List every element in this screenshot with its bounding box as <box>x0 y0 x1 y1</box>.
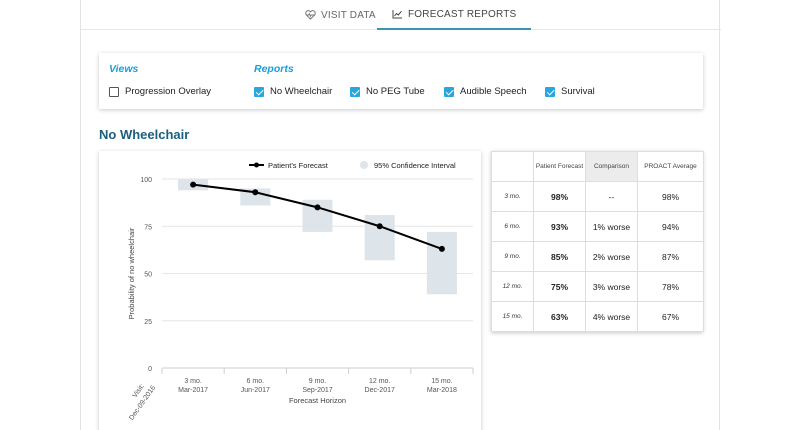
y-tick-label: 75 <box>144 224 152 231</box>
table-row: 9 mo. 85% 2% worse 87% <box>491 241 704 272</box>
table-header-proact-average: PROACT Average <box>637 151 704 182</box>
y-axis-label: Probability of no wheelchair <box>127 227 136 319</box>
forecast-point <box>190 181 197 188</box>
table-row: 12 mo. 75% 3% worse 78% <box>491 271 704 302</box>
patient-forecast-cell: 63% <box>533 301 586 332</box>
legend-ci-swatch-icon <box>360 161 368 169</box>
checkbox-box[interactable] <box>109 86 119 97</box>
forecast-chart: 0 25 50 75 100 Probability of no wheelchair 3 … <box>127 161 474 422</box>
x-tick-date: Mar-2018 <box>427 387 457 394</box>
checkbox-survival[interactable]: Survival <box>545 86 595 97</box>
report-filter-panel: Views Reports Progression Overlay No Whe… <box>99 53 703 109</box>
x-tick-label: 9 mo. <box>309 378 327 385</box>
table-header-blank <box>491 151 534 182</box>
forecast-point <box>252 189 259 196</box>
report-title: No Wheelchair <box>99 127 190 142</box>
proact-average-cell: 94% <box>637 211 704 242</box>
forecast-point <box>376 223 383 230</box>
table-header-row: Patient Forecast Comparison PROACT Avera… <box>491 151 704 182</box>
legend-forecast-marker-icon <box>254 162 259 168</box>
tab-visit-data[interactable]: VISIT DATA <box>305 0 376 30</box>
checkbox-progression-overlay[interactable]: Progression Overlay <box>109 86 211 97</box>
comparison-cell: -- <box>585 181 638 212</box>
row-label: 15 mo. <box>491 301 534 332</box>
checkbox-box[interactable] <box>350 86 360 97</box>
comparison-cell: 1% worse <box>585 211 638 242</box>
main-panel: VISIT DATA FORECAST REPORTS Views Report… <box>80 0 721 430</box>
x-tick-label: 3 mo. <box>184 378 202 385</box>
y-tick-label: 25 <box>144 319 152 326</box>
heart-pulse-icon <box>305 10 316 20</box>
forecast-point <box>438 245 445 252</box>
checkbox-no-wheelchair[interactable]: No Wheelchair <box>254 86 332 97</box>
legend-forecast-label: Patient's Forecast <box>268 161 329 170</box>
table-header-patient-forecast: Patient Forecast <box>533 151 586 182</box>
checkbox-box[interactable] <box>545 86 555 97</box>
table-row: 3 mo. 98% -- 98% <box>491 181 704 212</box>
proact-average-cell: 98% <box>637 181 704 212</box>
checkbox-box[interactable] <box>254 86 264 97</box>
x-tick-label: 6 mo. <box>247 378 265 385</box>
legend-ci-label: 95% Confidence Interval <box>374 161 456 170</box>
confidence-interval-box <box>426 231 457 295</box>
table-header-comparison: Comparison <box>585 151 638 182</box>
table-row: 6 mo. 93% 1% worse 94% <box>491 211 704 242</box>
checkbox-label: No PEG Tube <box>366 86 425 97</box>
forecast-point <box>314 204 321 211</box>
x-tick-label: 12 mo. <box>369 378 390 385</box>
tab-forecast-reports[interactable]: FORECAST REPORTS <box>377 0 532 30</box>
forecast-table-card: Patient Forecast Comparison PROACT Avera… <box>491 151 704 332</box>
patient-forecast-cell: 98% <box>533 181 586 212</box>
y-tick-label: 100 <box>140 177 152 184</box>
checkbox-no-peg-tube[interactable]: No PEG Tube <box>350 86 425 97</box>
y-tick-label: 50 <box>144 272 152 279</box>
forecast-chart-card: 0 25 50 75 100 Probability of no wheelchair 3 … <box>99 151 481 430</box>
x-axis-label: Forecast Horizon <box>289 396 346 405</box>
row-label: 12 mo. <box>491 271 534 302</box>
comparison-cell: 3% worse <box>585 271 638 302</box>
x-tick-date: Jun-2017 <box>241 387 270 394</box>
row-label: 3 mo. <box>491 181 534 212</box>
tab-visit-data-label: VISIT DATA <box>321 9 376 21</box>
forecast-table: Patient Forecast Comparison PROACT Avera… <box>491 151 704 332</box>
tab-bar: VISIT DATA FORECAST REPORTS <box>81 0 721 30</box>
checkbox-label: Audible Speech <box>460 86 527 97</box>
comparison-cell: 4% worse <box>585 301 638 332</box>
patient-forecast-cell: 85% <box>533 241 586 272</box>
checkbox-label: Progression Overlay <box>125 86 212 97</box>
proact-average-cell: 87% <box>637 241 704 272</box>
table-row: 15 mo. 63% 4% worse 67% <box>491 301 704 332</box>
checkbox-audible-speech[interactable]: Audible Speech <box>444 86 527 97</box>
x-tick-label: 15 mo. <box>431 378 452 385</box>
patient-forecast-cell: 93% <box>533 211 586 242</box>
checkbox-box[interactable] <box>444 86 454 97</box>
row-label: 6 mo. <box>491 211 534 242</box>
views-title: Views <box>109 63 139 75</box>
y-tick-label: 0 <box>148 366 152 373</box>
x-tick-date: Dec-2017 <box>365 387 395 394</box>
confidence-interval-box <box>240 188 271 206</box>
proact-average-cell: 78% <box>637 271 704 302</box>
tab-forecast-reports-label: FORECAST REPORTS <box>408 8 517 20</box>
patient-forecast-cell: 75% <box>533 271 586 302</box>
checkbox-label: Survival <box>561 86 595 97</box>
proact-average-cell: 67% <box>637 301 704 332</box>
x-tick-date: Sep-2017 <box>302 387 332 394</box>
comparison-cell: 2% worse <box>585 241 638 272</box>
x-tick-date: Mar-2017 <box>178 387 208 394</box>
line-chart-icon <box>392 9 403 19</box>
row-label: 9 mo. <box>491 241 534 272</box>
reports-title: Reports <box>254 63 294 75</box>
checkbox-label: No Wheelchair <box>270 86 333 97</box>
confidence-interval-box <box>364 214 395 261</box>
